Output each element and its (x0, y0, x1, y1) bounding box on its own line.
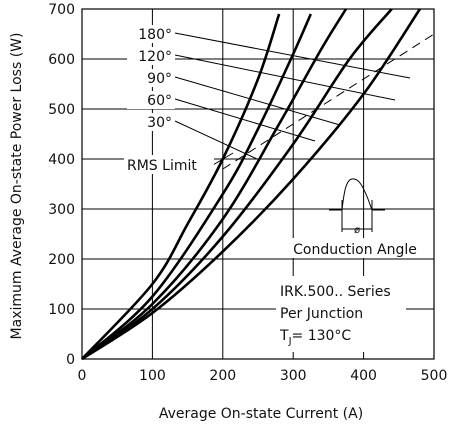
conduction-angle-label: Conduction Angle (293, 242, 417, 258)
y-tick-label: 200 (48, 252, 75, 268)
series-curves (81, 8, 435, 361)
series-line-30deg (81, 13, 281, 360)
series-label: 60° (147, 93, 172, 109)
series-leader-line (174, 98, 316, 142)
series-label: 120° (138, 49, 172, 65)
temp-t: T (279, 328, 289, 344)
x-tick-label: 300 (280, 368, 307, 384)
x-tick-label: 500 (421, 368, 448, 384)
y-tick-label: 700 (48, 2, 75, 18)
series-label-bg (127, 113, 175, 131)
plot-area (81, 8, 435, 360)
series-label-bg (127, 69, 175, 87)
y-axis-title: Maximum Average On-state Power Loss (W) (9, 33, 25, 340)
axis-ticks: 0 100 200 300 400 500 0 100 200 300 400 500 600 700 (48, 2, 447, 384)
conduction-angle-icon: ø (329, 178, 385, 236)
y-tick-label: 300 (48, 202, 75, 218)
phi-symbol: ø (354, 225, 360, 236)
series-leader-line (174, 32, 411, 79)
x-tick-label: 200 (209, 368, 236, 384)
y-tick-label: 500 (48, 102, 75, 118)
series-label-bg (127, 47, 175, 65)
series-label: 90° (147, 71, 172, 87)
device-series-label: IRK.500.. Series (280, 284, 391, 300)
series-label: 180° (138, 27, 172, 43)
series-label: 30° (147, 115, 172, 131)
y-tick-label: 600 (48, 52, 75, 68)
series-label-bg (127, 25, 175, 43)
y-tick-label: 0 (66, 352, 75, 368)
per-junction-label: Per Junction (280, 306, 363, 322)
rms-limit-line (222, 33, 435, 170)
x-tick-label: 0 (78, 368, 87, 384)
series-line-120deg (81, 8, 393, 361)
temp-value: = 130°C (292, 328, 352, 344)
rms-limit-label: RMS Limit (127, 158, 197, 174)
series-leader-line (174, 120, 258, 160)
y-tick-label: 100 (48, 302, 75, 318)
conduction-angle-box (276, 238, 433, 258)
series-leader-line (174, 76, 341, 126)
x-tick-label: 100 (139, 368, 166, 384)
temp-sub: J (288, 336, 292, 347)
rms-limit-leader (212, 152, 234, 166)
series-line-90deg (81, 8, 348, 361)
y-tick-label: 400 (48, 152, 75, 168)
x-tick-label: 400 (350, 368, 377, 384)
junction-temp-label: TJ= 130°C (279, 328, 351, 347)
x-axis-title: Average On-state Current (A) (159, 406, 363, 422)
series-labels: 180° 120° 90° 60° 30° RMS Limit (124, 25, 411, 174)
series-leader-line (174, 54, 396, 101)
series-line-180deg (81, 8, 422, 361)
series-line-60deg (81, 13, 312, 360)
rms-limit-label-bg (124, 155, 214, 174)
info-box (276, 276, 406, 352)
series-label-bg (127, 91, 175, 109)
grid (82, 9, 434, 359)
